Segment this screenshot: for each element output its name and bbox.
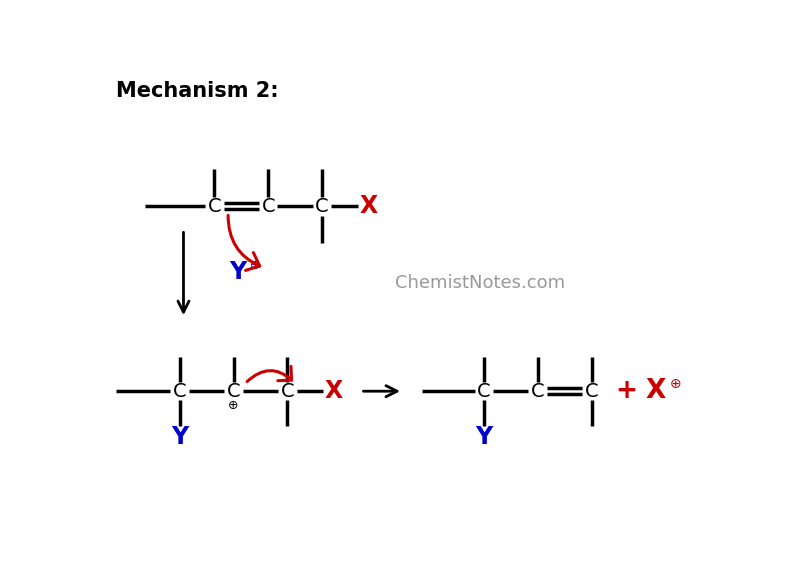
Text: Y: Y (475, 425, 493, 449)
Text: +: + (615, 378, 638, 404)
Text: C: C (584, 382, 598, 401)
Text: ⊕: ⊕ (670, 376, 681, 390)
FancyArrowPatch shape (247, 366, 291, 381)
Text: C: C (173, 382, 187, 401)
Text: ⊕: ⊕ (229, 399, 239, 412)
Text: C: C (530, 382, 544, 401)
Text: C: C (262, 197, 275, 216)
Text: X: X (324, 379, 343, 403)
Text: X: X (646, 378, 666, 404)
Text: Mechanism 2:: Mechanism 2: (117, 81, 279, 101)
Text: C: C (316, 197, 329, 216)
FancyArrowPatch shape (228, 215, 260, 271)
Text: C: C (227, 382, 241, 401)
Text: Y: Y (171, 425, 188, 449)
Text: X: X (359, 194, 378, 219)
Text: Y: Y (229, 260, 246, 284)
Text: ChemistNotes.com: ChemistNotes.com (395, 275, 565, 293)
Text: C: C (477, 382, 490, 401)
Text: ⊕: ⊕ (250, 259, 260, 272)
Text: C: C (208, 197, 221, 216)
Text: C: C (281, 382, 295, 401)
